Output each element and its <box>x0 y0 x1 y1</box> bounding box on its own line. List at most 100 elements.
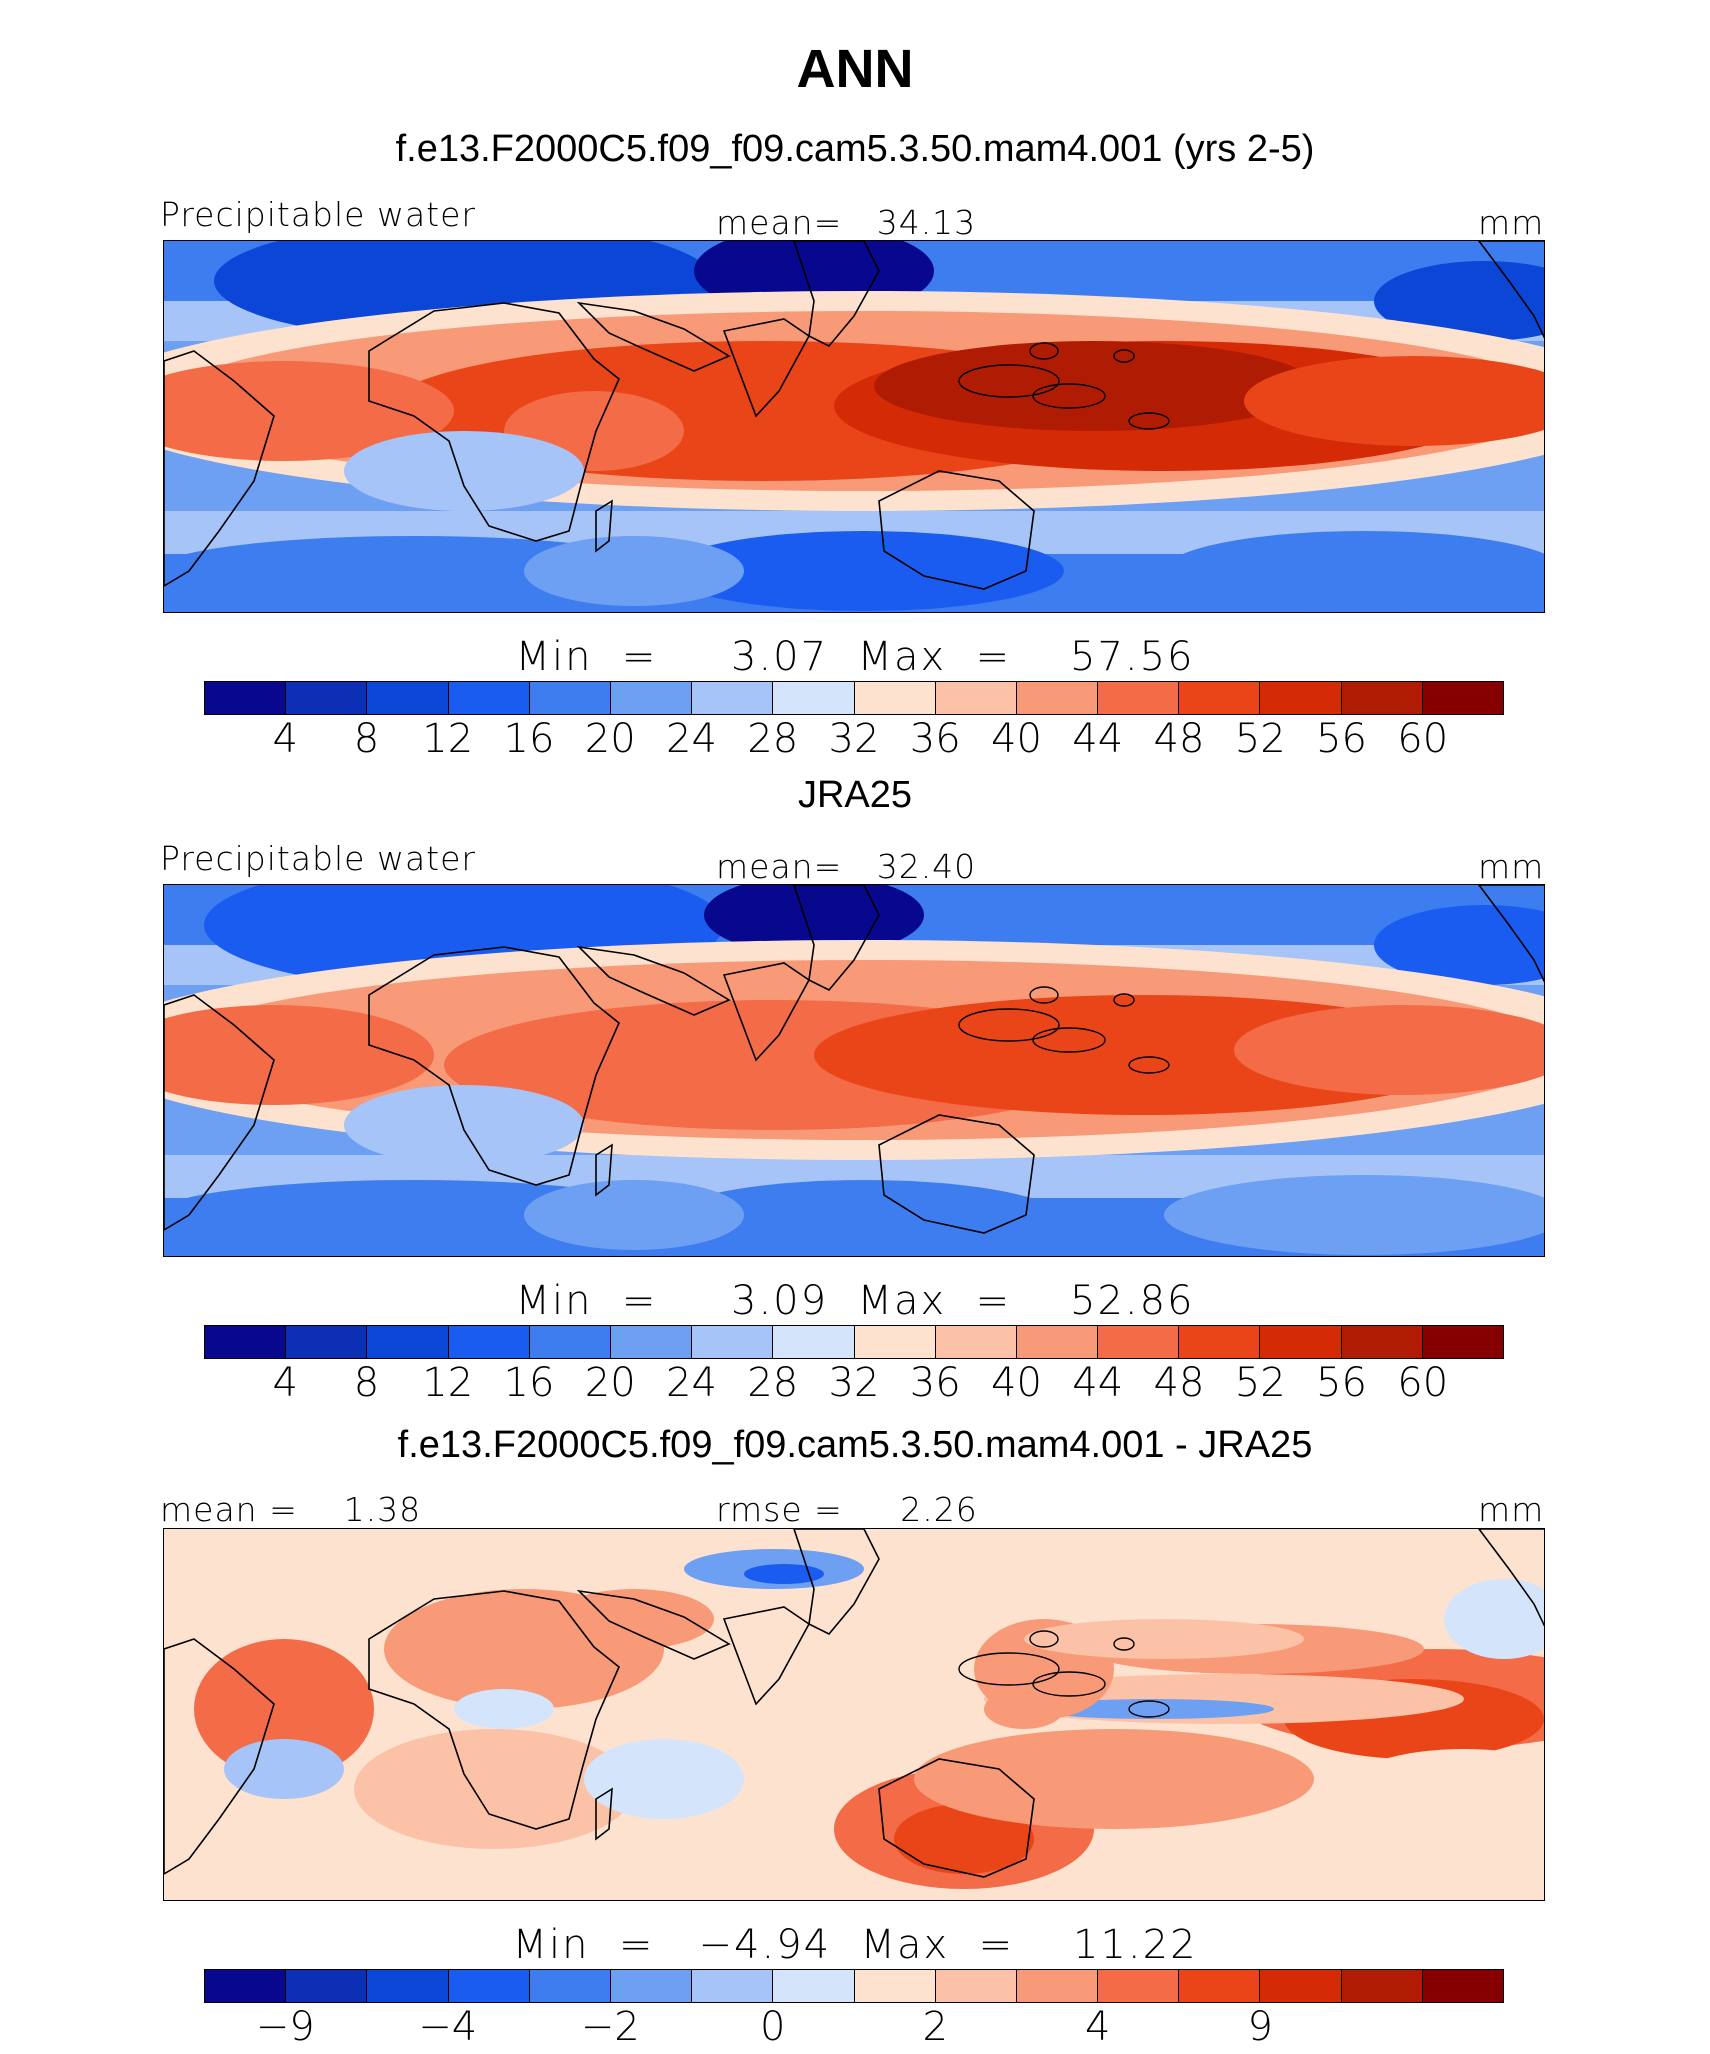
colorbar-tick-label: 0 <box>760 2004 786 2050</box>
coastline <box>576 1589 731 1660</box>
colorbar-tick-label: 16 <box>503 716 555 762</box>
colorbar-tick-label: 56 <box>1316 1360 1367 1406</box>
colorbar-swatch <box>692 1970 774 2002</box>
colorbar-tick-label: 60 <box>1397 1360 1449 1406</box>
colorbar-tick-label: 20 <box>584 716 636 762</box>
coastline <box>595 1787 613 1841</box>
field-contour <box>894 1804 1034 1874</box>
coastline <box>793 241 880 347</box>
panel-1-map <box>163 240 1545 613</box>
colorbar-tick-label: 4 <box>272 716 298 762</box>
colorbar-tick-label: 52 <box>1234 1360 1286 1406</box>
colorbar-swatch <box>854 1970 936 2002</box>
field-contour <box>354 1729 634 1849</box>
colorbar-swatch <box>367 1326 449 1358</box>
panel-2-colorbar-ticks: 4 8 12 16 20 24 28 32 36 40 44 48 52 56 60 <box>204 1360 1504 1410</box>
colorbar-tick-label: 8 <box>353 716 380 762</box>
island-outline <box>958 1008 1060 1042</box>
colorbar-swatch <box>1098 1970 1180 2002</box>
panel-2-units-label: mm <box>1478 847 1545 886</box>
colorbar-swatch <box>1016 1326 1099 1358</box>
panel-1-mean-label: mean= 34.13 <box>716 203 977 242</box>
figure-title: ANN <box>796 39 914 99</box>
island-outline <box>1128 412 1170 430</box>
island-outline <box>1029 342 1059 360</box>
island-outline <box>1113 1637 1135 1651</box>
coastline <box>595 1143 613 1197</box>
field-contour <box>1234 1005 1544 1095</box>
field-contour <box>344 431 584 511</box>
island-outline <box>1029 986 1059 1004</box>
colorbar-swatch <box>692 1326 774 1358</box>
colorbar-swatch <box>367 1970 449 2002</box>
coastline <box>164 994 275 1231</box>
panel-3-subtitle: f.e13.F2000C5.f09_f09.cam5.3.50.mam4.001… <box>397 1424 1313 1466</box>
panel-2-field <box>164 885 1544 1256</box>
colorbar-swatch <box>1341 682 1423 714</box>
colorbar-tick-label: 8 <box>353 1360 380 1406</box>
panel-1-minmax: Min = 3.07 Max = 57.56 <box>515 634 1195 680</box>
coastline <box>1478 1529 1544 1627</box>
colorbar-tick-label: 2 <box>922 2004 948 2050</box>
panel-3-rmse-label: rmse = 2.26 <box>716 1490 978 1529</box>
field-contour <box>874 341 1314 431</box>
colorbar-swatch <box>205 1970 287 2002</box>
field-contour <box>164 1005 434 1105</box>
field-contour <box>864 1005 1264 1085</box>
island-outline <box>1113 993 1135 1007</box>
colorbar-swatch <box>448 682 530 714</box>
colorbar-swatch <box>529 682 611 714</box>
field-contour <box>1444 1579 1544 1659</box>
colorbar-swatch <box>286 1970 368 2002</box>
colorbar-swatch <box>1179 1326 1261 1358</box>
field-contour <box>704 885 924 955</box>
colorbar-tick-label: 44 <box>1072 716 1124 762</box>
colorbar-tick-label: −9 <box>255 2004 315 2050</box>
panel-2-minmax: Min = 3.09 Max = 52.86 <box>515 1278 1195 1324</box>
colorbar-swatch <box>286 682 368 714</box>
field-contour <box>1024 1619 1304 1659</box>
island-outline <box>1032 1671 1106 1697</box>
coastline <box>1478 241 1544 339</box>
colorbar-tick-label: 4 <box>1085 2004 1111 2050</box>
colorbar-tick-label: 40 <box>991 1360 1042 1406</box>
island-outline <box>1113 349 1135 363</box>
colorbar-swatch <box>286 1326 368 1358</box>
island-outline <box>1032 383 1106 409</box>
colorbar-swatch <box>1179 682 1261 714</box>
field-contour <box>1374 261 1544 341</box>
colorbar-tick-label: 48 <box>1153 716 1205 762</box>
colorbar-swatch <box>854 682 936 714</box>
panel-3-units-label: mm <box>1478 1490 1545 1529</box>
colorbar-tick-label: 56 <box>1316 716 1367 762</box>
field-contour <box>1344 1749 1544 1829</box>
colorbar-tick-label: 32 <box>828 716 880 762</box>
colorbar-tick-label: 48 <box>1153 1360 1205 1406</box>
coastline <box>576 301 731 372</box>
colorbar-swatch <box>1016 1970 1099 2002</box>
coastline <box>368 946 620 1186</box>
colorbar-swatch <box>1016 682 1099 714</box>
colorbar-swatch <box>1260 1326 1342 1358</box>
colorbar-swatch <box>773 682 855 714</box>
colorbar-swatch <box>1179 1970 1261 2002</box>
panel-3-field <box>164 1529 1544 1900</box>
panel-3-colorbar <box>204 1969 1504 2003</box>
island-outline <box>958 364 1060 398</box>
panel-2-colorbar <box>204 1325 1504 1359</box>
field-contour <box>454 1689 554 1729</box>
colorbar-swatch <box>529 1326 611 1358</box>
field-contour <box>584 1739 744 1819</box>
colorbar-swatch <box>1422 1326 1503 1358</box>
coastline <box>164 350 275 587</box>
colorbar-swatch <box>1341 1970 1423 2002</box>
coastline <box>793 885 880 991</box>
panel-2-subtitle: JRA25 <box>797 774 913 816</box>
field-contour <box>984 1689 1064 1729</box>
colorbar-swatch <box>935 1970 1017 2002</box>
colorbar-swatch <box>773 1326 855 1358</box>
colorbar-swatch <box>773 1970 855 2002</box>
colorbar-swatch <box>1260 682 1342 714</box>
panel-3-map <box>163 1528 1545 1901</box>
coastline <box>368 302 620 542</box>
